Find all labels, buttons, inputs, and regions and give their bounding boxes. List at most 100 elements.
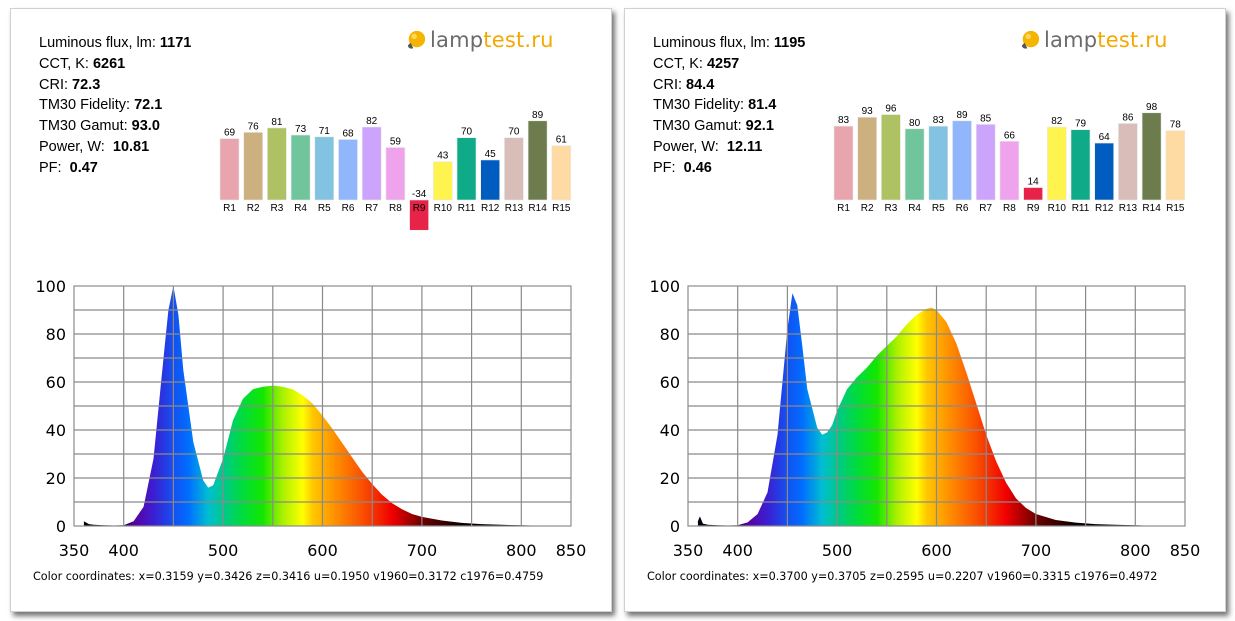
x-tick-label: 350 bbox=[59, 541, 90, 560]
bar-category-label: R4 bbox=[908, 203, 921, 214]
bar-category-label: R6 bbox=[956, 203, 969, 214]
cri-bar-r14 bbox=[527, 120, 548, 201]
bar-value-label: -34 bbox=[412, 189, 427, 200]
bar-category-label: R10 bbox=[1048, 203, 1067, 214]
stat-value: 84.4 bbox=[686, 76, 715, 93]
stat-value: 4257 bbox=[706, 55, 740, 72]
bar-value-label: 70 bbox=[508, 127, 520, 138]
cri-bar-r6 bbox=[338, 139, 358, 201]
y-tick-label: 20 bbox=[46, 469, 66, 488]
stats-block: Luminous flux, lm: 1171 CCT, K: 6261 CRI… bbox=[39, 33, 191, 179]
x-tick-label: 500 bbox=[822, 541, 853, 560]
bar-value-label: 59 bbox=[390, 136, 402, 147]
cri-bar-r15 bbox=[1165, 130, 1186, 201]
stat-tm30-fidelity: TM30 Fidelity: 81.4 bbox=[653, 95, 805, 116]
x-tick-label: 400 bbox=[722, 541, 753, 560]
cri-bar-r6 bbox=[952, 120, 972, 201]
bar-value-label: 83 bbox=[933, 115, 945, 126]
spectrum-area bbox=[697, 293, 1185, 526]
stat-cri: CRI: 72.3 bbox=[39, 75, 191, 96]
stat-tm30-gamut: TM30 Gamut: 92.1 bbox=[653, 116, 805, 137]
cri-bar-r5 bbox=[928, 125, 949, 201]
y-tick-label: 0 bbox=[670, 517, 680, 536]
x-tick-label: 600 bbox=[307, 541, 338, 560]
y-tick-label: 40 bbox=[660, 421, 680, 440]
bar-category-label: R5 bbox=[318, 203, 331, 214]
stat-cct: CCT, K: 6261 bbox=[39, 54, 191, 75]
stat-label: Power, W: bbox=[39, 138, 113, 155]
stat-label: CCT, K: bbox=[653, 55, 707, 72]
stat-label: PF: bbox=[653, 159, 684, 176]
cri-bar-r7 bbox=[975, 124, 996, 201]
bar-value-label: 93 bbox=[862, 106, 874, 117]
lamp-panel-left: Luminous flux, lm: 1171 CCT, K: 6261 CRI… bbox=[10, 8, 612, 612]
spectrum-chart: 0 20 40 60 80 100 350 400 500 600 700 800 850 bbox=[649, 277, 1200, 560]
stat-power: Power, W: 10.81 bbox=[39, 137, 191, 158]
bar-value-label: 98 bbox=[1146, 102, 1158, 113]
stat-value: 0.46 bbox=[683, 159, 712, 176]
bar-category-label: R8 bbox=[389, 203, 402, 214]
cri-bar-r12 bbox=[1094, 142, 1115, 201]
bar-category-label: R15 bbox=[552, 203, 571, 214]
bar-value-label: 89 bbox=[956, 110, 968, 121]
x-tick-label: 800 bbox=[1120, 541, 1151, 560]
stat-tm30-fidelity: TM30 Fidelity: 72.1 bbox=[39, 95, 191, 116]
logo-text-testru: test.ru bbox=[483, 28, 554, 52]
bar-category-label: R13 bbox=[1119, 203, 1138, 214]
stat-label: Luminous flux, lm: bbox=[653, 35, 774, 51]
stat-value: 10.81 bbox=[112, 138, 150, 155]
cri-bar-r11 bbox=[456, 137, 477, 201]
stat-value: 12.11 bbox=[726, 138, 763, 155]
bar-value-label: 83 bbox=[838, 115, 850, 126]
bar-category-label: R12 bbox=[1095, 203, 1114, 214]
bar-value-label: 71 bbox=[319, 126, 331, 137]
stat-label: TM30 Gamut: bbox=[653, 118, 746, 135]
cri-bar-r10 bbox=[1046, 126, 1067, 201]
logo-text-lamp: lamp bbox=[430, 28, 484, 52]
cri-bar-r13 bbox=[1118, 123, 1138, 201]
y-tick-label: 20 bbox=[660, 469, 680, 488]
stat-pf: PF: 0.46 bbox=[653, 158, 805, 179]
stat-label: TM30 Fidelity: bbox=[39, 97, 135, 114]
x-tick-label: 800 bbox=[506, 541, 537, 560]
cri-bar-r15 bbox=[551, 145, 572, 201]
bar-category-label: R1 bbox=[837, 203, 850, 214]
color-coordinates: Color coordinates: x=0.3159 y=0.3426 z=0… bbox=[33, 570, 544, 583]
x-tick-label: 400 bbox=[108, 541, 139, 560]
cri-bar-r14 bbox=[1141, 112, 1162, 201]
bar-value-label: 89 bbox=[532, 110, 544, 121]
y-tick-label: 0 bbox=[56, 517, 66, 536]
y-tick-label: 60 bbox=[660, 373, 680, 392]
bar-value-label: 69 bbox=[224, 128, 236, 139]
cri-bar-r9 bbox=[1023, 187, 1043, 201]
stat-value: 81.4 bbox=[748, 97, 777, 114]
bar-category-label: R9 bbox=[1027, 203, 1040, 214]
bar-category-label: R3 bbox=[271, 203, 284, 214]
bar-value-label: 82 bbox=[366, 116, 378, 127]
bar-value-label: 14 bbox=[1028, 177, 1040, 188]
stat-cct: CCT, K: 4257 bbox=[653, 54, 805, 75]
cri-bar-r1 bbox=[833, 125, 854, 201]
bar-category-label: R15 bbox=[1166, 203, 1185, 214]
bar-category-label: R14 bbox=[1142, 203, 1161, 214]
cri-bar-r13 bbox=[504, 137, 524, 201]
stat-value: 72.1 bbox=[134, 97, 163, 114]
cri-bar-r4 bbox=[904, 128, 925, 201]
x-tick-label: 700 bbox=[407, 541, 438, 560]
bar-category-label: R6 bbox=[342, 203, 355, 214]
bar-value-label: 81 bbox=[271, 117, 283, 128]
x-tick-label: 600 bbox=[921, 541, 952, 560]
bar-value-label: 70 bbox=[461, 127, 473, 138]
bar-value-label: 96 bbox=[885, 104, 897, 115]
bar-value-label: 66 bbox=[1004, 130, 1016, 141]
y-tick-label: 60 bbox=[46, 373, 66, 392]
stat-value: 1195 bbox=[773, 35, 806, 51]
cri-bar-r1 bbox=[219, 138, 240, 201]
y-tick-label: 40 bbox=[46, 421, 66, 440]
stat-tm30-gamut: TM30 Gamut: 93.0 bbox=[39, 116, 191, 137]
cri-bar-r2 bbox=[857, 116, 877, 201]
stats-block: Luminous flux, lm: 1195 CCT, K: 4257 CRI… bbox=[653, 33, 805, 179]
stat-label: Luminous flux, lm: bbox=[39, 35, 160, 51]
stat-value: 0.47 bbox=[69, 159, 98, 176]
cri-bar-r7 bbox=[361, 126, 382, 201]
